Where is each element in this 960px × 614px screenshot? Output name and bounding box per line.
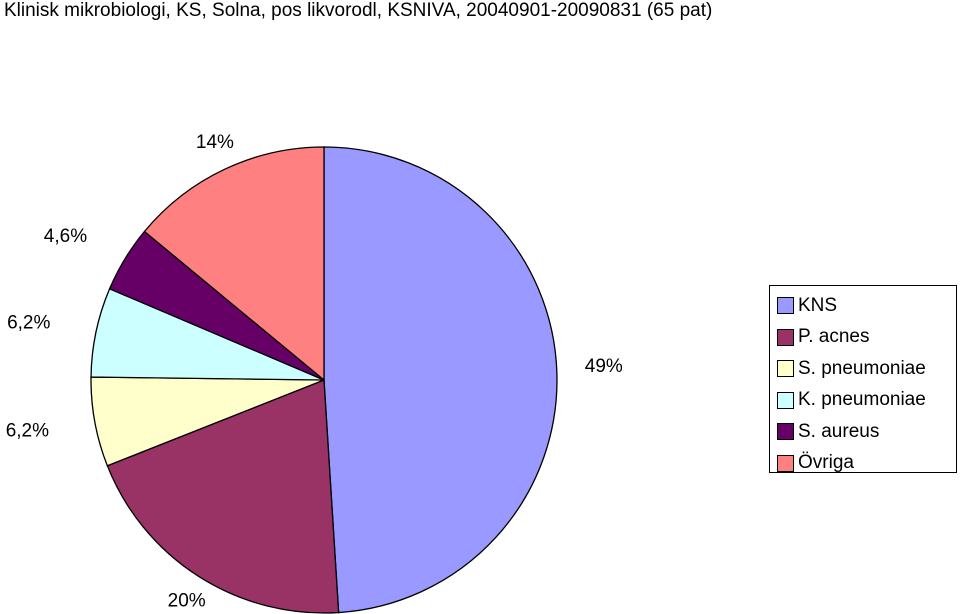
slice-label-3: 6,2% [7,312,50,333]
chart-title: Klinisk mikrobiologi, KS, Solna, pos lik… [4,0,713,21]
legend-item-2: S. pneumoniae [777,353,956,385]
legend: KNS P. acnes S. pneumoniae K. pneumoniae S. … [769,285,957,473]
legend-item-0: KNS [777,290,956,322]
legend-label: S. aureus [798,420,880,442]
slice-label-2: 6,2% [6,421,49,442]
slice-label-0: 49% [585,356,623,377]
legend-swatch [777,391,794,409]
legend-swatch [777,328,794,346]
legend-item-4: S. aureus [777,416,956,448]
legend-item-1: P. acnes [777,322,956,354]
pie-slice-5 [143,146,325,382]
slice-label-4: 4,6% [44,226,87,247]
legend-item-5: Övriga [777,448,956,480]
legend-swatch [777,297,794,315]
legend-swatch [777,454,794,472]
legend-swatch [777,360,794,378]
slice-label-5: 14% [196,132,234,153]
legend-label: KNS [798,294,838,316]
legend-item-3: K. pneumoniae [777,385,956,417]
slice-label-1: 20% [168,590,206,611]
legend-label: P. acnes [798,326,870,348]
legend-label: K. pneumoniae [798,389,926,411]
legend-swatch [777,423,794,441]
legend-label: Övriga [798,452,854,474]
pie-slice-1 [106,379,340,614]
legend-label: S. pneumoniae [798,357,926,379]
pie-slice-0 [323,146,558,614]
